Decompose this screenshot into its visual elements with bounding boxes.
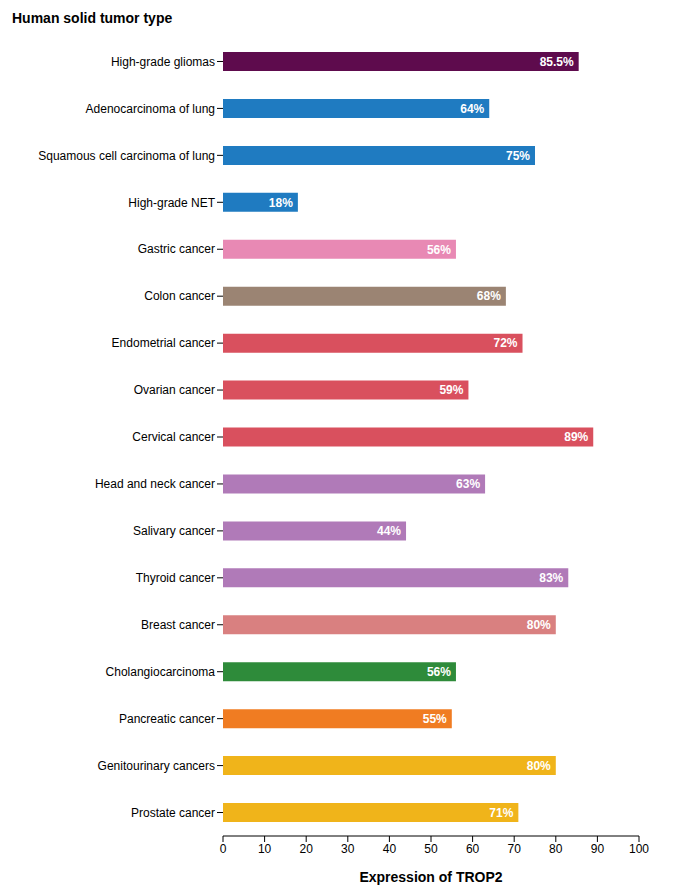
svg-text:Expression of TROP2: Expression of TROP2	[359, 869, 502, 885]
svg-text:High-grade gliomas: High-grade gliomas	[111, 55, 215, 69]
svg-text:72%: 72%	[493, 336, 517, 350]
svg-text:Prostate cancer: Prostate cancer	[131, 806, 215, 820]
svg-text:Squamous cell carcinoma of lun: Squamous cell carcinoma of lung	[38, 149, 215, 163]
svg-text:20: 20	[300, 842, 314, 856]
svg-text:50: 50	[424, 842, 438, 856]
svg-text:63%: 63%	[456, 477, 480, 491]
svg-text:56%: 56%	[427, 243, 451, 257]
svg-text:Salivary cancer: Salivary cancer	[133, 524, 215, 538]
svg-text:80%: 80%	[527, 618, 551, 632]
svg-text:0: 0	[220, 842, 227, 856]
svg-text:Thyroid cancer: Thyroid cancer	[136, 571, 215, 585]
svg-text:68%: 68%	[477, 289, 501, 303]
svg-text:18%: 18%	[269, 196, 293, 210]
svg-text:80: 80	[549, 842, 563, 856]
svg-text:Genitourinary cancers: Genitourinary cancers	[98, 759, 215, 773]
svg-text:60: 60	[466, 842, 480, 856]
svg-text:Adenocarcinoma of lung: Adenocarcinoma of lung	[86, 102, 215, 116]
svg-text:55%: 55%	[423, 712, 447, 726]
svg-text:Ovarian cancer: Ovarian cancer	[134, 383, 215, 397]
svg-text:100: 100	[629, 842, 649, 856]
svg-text:Breast cancer: Breast cancer	[141, 618, 215, 632]
svg-text:56%: 56%	[427, 665, 451, 679]
svg-text:44%: 44%	[377, 524, 401, 538]
svg-text:85.5%: 85.5%	[540, 55, 574, 69]
svg-text:83%: 83%	[539, 571, 563, 585]
svg-text:40: 40	[383, 842, 397, 856]
svg-text:80%: 80%	[527, 759, 551, 773]
svg-text:89%: 89%	[564, 430, 588, 444]
svg-text:Endometrial cancer: Endometrial cancer	[112, 336, 215, 350]
html-text:Human solid tumor type: Human solid tumor type	[12, 10, 173, 26]
svg-text:High-grade NET: High-grade NET	[128, 196, 215, 210]
svg-text:Pancreatic cancer: Pancreatic cancer	[119, 712, 215, 726]
svg-text:64%: 64%	[460, 102, 484, 116]
svg-text:71%: 71%	[489, 806, 513, 820]
svg-text:Colon cancer: Colon cancer	[144, 289, 215, 303]
svg-text:90: 90	[591, 842, 605, 856]
svg-text:Head and neck cancer: Head and neck cancer	[95, 477, 215, 491]
svg-text:30: 30	[341, 842, 355, 856]
svg-text:Gastric cancer: Gastric cancer	[138, 242, 215, 256]
svg-text:75%: 75%	[506, 149, 530, 163]
svg-text:Cholangiocarcinoma: Cholangiocarcinoma	[106, 665, 216, 679]
svg-text:10: 10	[258, 842, 272, 856]
svg-text:Cervical cancer: Cervical cancer	[132, 430, 215, 444]
svg-text:70: 70	[508, 842, 522, 856]
svg-text:59%: 59%	[439, 383, 463, 397]
